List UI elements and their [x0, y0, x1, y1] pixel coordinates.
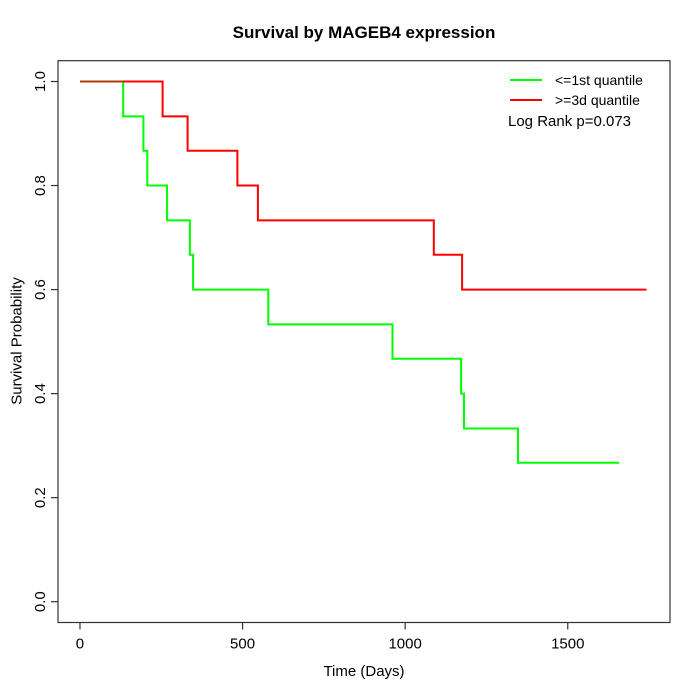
log-rank-pvalue: Log Rank p=0.073 [508, 113, 632, 130]
legend-item-high-expression: >=3d quantile [510, 90, 643, 110]
legend-line-green [510, 79, 542, 81]
survival-curve-high-expression [80, 80, 647, 291]
survival-curve-low-expression [80, 80, 620, 464]
y-axis-tick-label: 1.0 [32, 71, 49, 92]
x-axis-tick-label: 0 [76, 636, 84, 653]
y-axis-tick-label: 0.0 [32, 591, 49, 612]
legend: <=1st quantile >=3d quantile [510, 70, 643, 110]
x-axis-tick-label: 1000 [388, 636, 421, 653]
y-axis-label: Survival Probability [8, 277, 26, 405]
x-axis-label: Time (Days) [323, 663, 405, 680]
legend-line-red [510, 99, 542, 101]
y-axis-tick-label: 0.6 [32, 279, 49, 300]
legend-item-low-expression: <=1st quantile [510, 70, 643, 90]
x-axis-tick-label: 500 [230, 636, 255, 653]
plot-box [57, 60, 671, 624]
y-axis-tick-label: 0.4 [32, 383, 49, 404]
legend-label-high-expression: >=3d quantile [555, 92, 640, 108]
y-axis-tick-label: 0.8 [32, 175, 49, 196]
y-axis-tick-label: 0.2 [32, 487, 49, 508]
x-axis-tick-label: 1500 [551, 636, 584, 653]
legend-label-low-expression: <=1st quantile [555, 72, 643, 88]
chart-title: Survival by MAGEB4 expression [232, 23, 496, 42]
